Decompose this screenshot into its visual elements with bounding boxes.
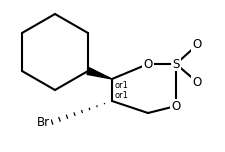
Text: O: O	[171, 100, 180, 112]
Polygon shape	[86, 68, 112, 79]
Text: O: O	[191, 76, 201, 88]
Text: S: S	[171, 57, 179, 71]
Text: O: O	[143, 57, 152, 71]
Text: or1: or1	[115, 81, 128, 90]
Text: Br: Br	[37, 116, 50, 128]
Text: or1: or1	[115, 92, 128, 100]
Text: O: O	[191, 38, 201, 52]
